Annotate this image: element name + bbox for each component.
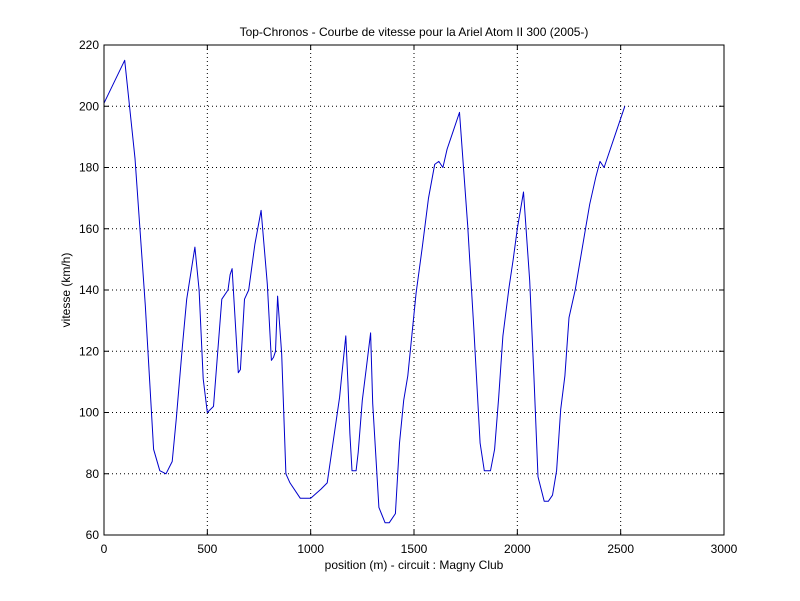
y-tick-label: 200 (79, 99, 99, 113)
x-tick-label: 1500 (401, 542, 428, 556)
grid-layer (104, 45, 724, 535)
chart-title: Top-Chronos - Courbe de vitesse pour la … (240, 25, 589, 39)
series-layer (103, 59, 626, 524)
y-tick-label: 80 (86, 467, 100, 481)
y-tick-label: 160 (79, 222, 99, 236)
y-tick-label: 120 (79, 344, 99, 358)
y-tick-label: 180 (79, 161, 99, 175)
x-tick-label: 500 (197, 542, 217, 556)
x-tick-label: 2000 (504, 542, 531, 556)
x-axis-label: position (m) - circuit : Magny Club (325, 558, 504, 572)
x-tick-label: 3000 (711, 542, 738, 556)
y-tick-label: 140 (79, 283, 99, 297)
x-tick-label: 2500 (607, 542, 634, 556)
y-tick-label: 100 (79, 406, 99, 420)
x-tick-label: 1000 (297, 542, 324, 556)
y-axis-label: vitesse (km/h) (59, 253, 73, 328)
y-tick-label: 60 (86, 528, 100, 542)
plot-frame (103, 44, 725, 536)
x-tick-label: 0 (101, 542, 108, 556)
speed-line (103, 59, 626, 524)
y-tick-label: 220 (79, 38, 99, 52)
tick-label-layer: 0 500 1000 1500 2000 2500 3000 60 80 100 120 140 160… (79, 38, 738, 556)
